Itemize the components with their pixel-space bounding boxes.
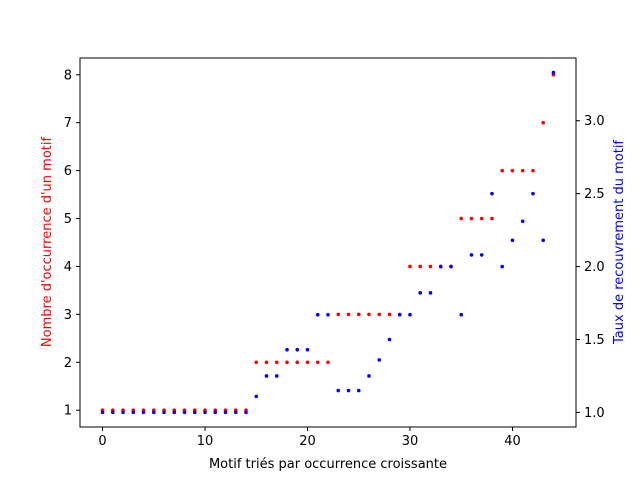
left-series-point [367,312,371,317]
right-series-point [479,253,484,257]
right-series-point [387,337,392,342]
y-left-tick-label: 4 [64,260,72,275]
right-series-point [500,264,505,269]
right-series-point [469,253,474,257]
right-series-point [172,410,177,415]
y-right-tick-label: 1.5 [584,333,605,348]
right-series-point [244,410,248,415]
right-series-point [428,291,433,295]
right-series-point [295,347,300,352]
x-tick-label: 40 [504,434,521,449]
left-series-point [418,264,423,269]
y-left-tick-label: 8 [64,68,72,83]
right-series-point [336,388,341,393]
right-series-point [346,388,351,393]
right-series-point [356,388,361,393]
y-axis-label-left: Nombre d'occurrence d'un motif [40,137,55,348]
right-series-point [551,70,556,75]
left-series-point [541,120,546,125]
right-series-point [541,238,546,243]
right-series-point [285,347,289,352]
left-series-point [377,312,382,317]
y-right-tick-label: 3.0 [584,114,605,129]
left-series-point [459,216,464,221]
right-series-point [367,374,371,378]
plot-frame [79,57,577,428]
left-series-point [356,312,361,317]
x-tick-label: 0 [98,434,106,449]
x-tick-label: 10 [197,434,214,449]
y-axis-label-right: Taux de recouvrement du motif [612,140,627,345]
y-left-tick-label: 6 [64,164,72,179]
left-series-point [428,264,433,269]
y-left-tick-label: 1 [64,404,72,419]
right-series-point [408,312,412,317]
right-series-point [233,410,238,415]
right-series-point [100,410,105,415]
left-series-point [285,360,289,365]
right-series-point [510,238,515,243]
y-left-tick-label: 2 [64,356,72,371]
right-series-point [254,394,259,399]
left-series-point [510,168,515,173]
left-series-point [254,360,259,365]
right-series-point [315,312,320,317]
right-series-point [141,410,146,415]
right-series-point [151,410,156,415]
right-series-point [162,410,166,415]
ticks-layer: 0 10 20 30 40 1 2 3 4 5 6 7 8 1.0 1.5 2.0 2.5 3.0 [64,68,605,449]
x-axis-label: Motif triés par occurrence croissante [209,457,447,472]
right-series-point [326,312,330,317]
points-layer [100,70,556,415]
left-series-point [274,360,279,365]
right-series-point [459,312,464,317]
left-series-point [305,360,310,365]
x-tick-label: 20 [299,434,316,449]
right-series-point [192,410,197,415]
right-series-point [490,191,494,196]
right-series-point [110,410,115,415]
left-series-point [520,168,525,173]
right-series-point [449,264,453,269]
right-series-point [213,410,218,415]
right-series-point [131,410,136,415]
right-series-point [121,410,125,415]
left-series-point [531,168,535,173]
y-right-tick-label: 1.0 [584,406,605,421]
right-series-point [274,374,279,378]
y-left-tick-label: 7 [64,116,72,131]
left-series-point [264,360,269,365]
y-right-tick-label: 2.5 [584,187,605,202]
y-right-tick-label: 2.0 [584,260,605,275]
right-series-point [418,291,423,295]
right-series-point [264,374,269,378]
y-left-tick-label: 5 [64,212,72,227]
right-series-point [223,410,228,415]
right-series-point [203,410,207,415]
left-series-point [408,264,412,269]
right-series-point [182,410,187,415]
left-series-point [315,360,320,365]
right-series-point [531,191,535,196]
left-series-point [336,312,341,317]
right-series-point [377,358,382,362]
right-series-point [520,219,525,224]
left-series-point [326,360,330,365]
right-series-point [438,264,443,269]
right-series-point [397,312,402,317]
left-series-point [479,216,484,221]
left-series-point [500,168,505,173]
left-series-point [469,216,474,221]
left-series-point [490,216,494,221]
right-series-point [305,347,310,352]
left-series-point [295,360,300,365]
left-series-point [346,312,351,317]
left-series-point [387,312,392,317]
y-left-tick-label: 3 [64,308,72,323]
x-tick-label: 30 [402,434,419,449]
